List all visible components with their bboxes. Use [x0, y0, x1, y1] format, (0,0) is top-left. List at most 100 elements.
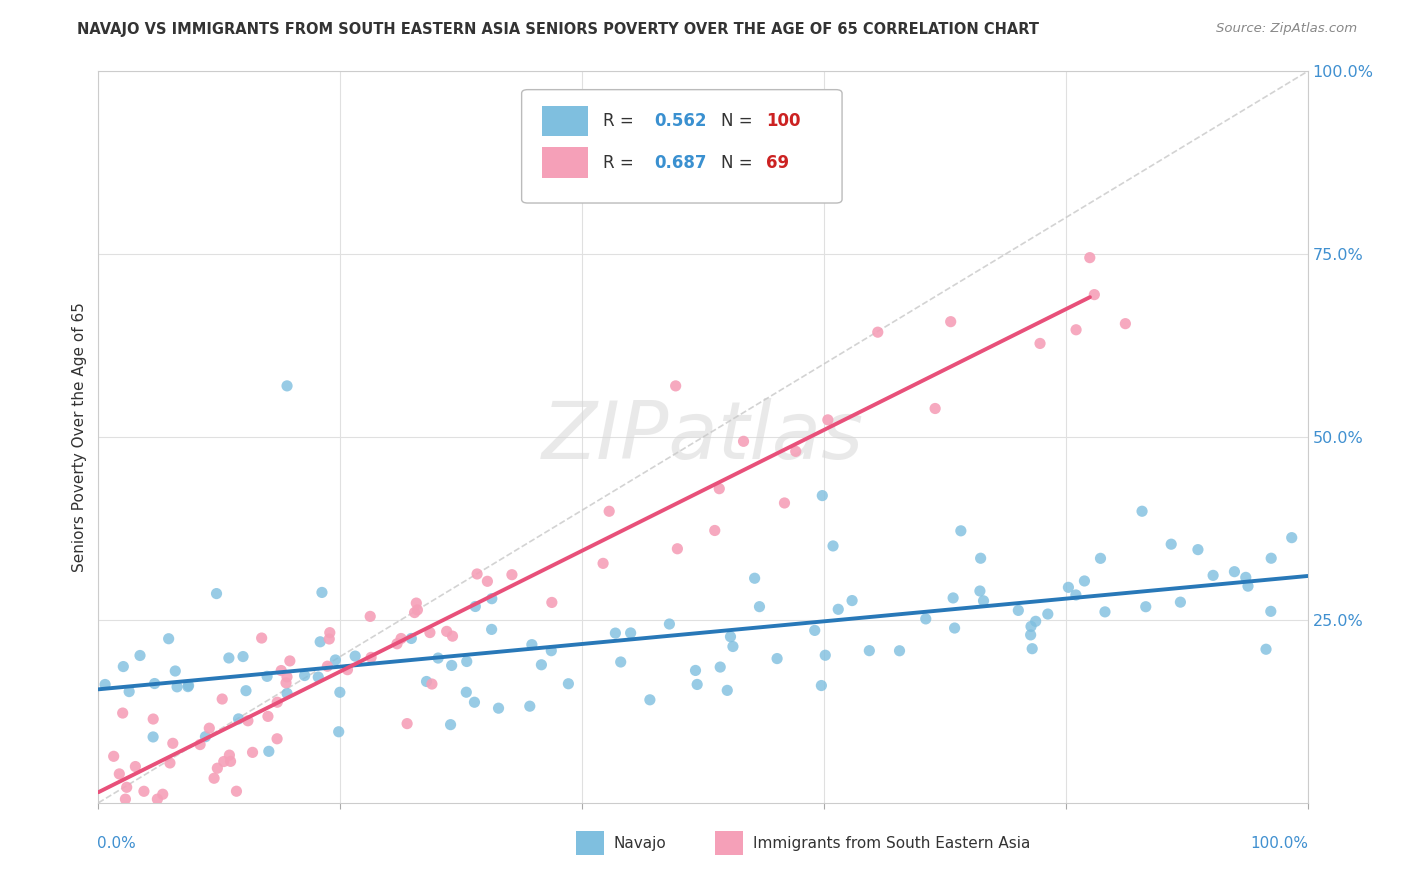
Point [112, 659, 135, 673]
Point [969, 584, 991, 599]
Point [165, 664, 187, 678]
Point [1083, 287, 1105, 301]
Point [142, 712, 165, 726]
Point [520, 638, 543, 652]
Point [1237, 579, 1260, 593]
Point [703, 524, 725, 538]
Point [132, 784, 155, 798]
Point [111, 706, 134, 720]
Point [218, 748, 240, 763]
Point [1135, 599, 1157, 614]
Point [441, 629, 464, 643]
Point [481, 591, 503, 606]
Point [814, 648, 837, 663]
Point [146, 792, 169, 806]
Point [311, 585, 333, 599]
Point [943, 621, 966, 635]
Point [665, 379, 688, 393]
Point [803, 624, 825, 638]
Text: R =: R = [603, 153, 638, 172]
Point [162, 736, 184, 750]
Point [942, 591, 965, 605]
Point [733, 434, 755, 449]
Text: 0.687: 0.687 [655, 153, 707, 172]
Point [266, 731, 288, 746]
Point [465, 566, 488, 581]
Text: NAVAJO VS IMMIGRANTS FROM SOUTH EASTERN ASIA SENIORS POVERTY OVER THE AGE OF 65 : NAVAJO VS IMMIGRANTS FROM SOUTH EASTERN … [77, 22, 1039, 37]
Point [319, 625, 342, 640]
Point [439, 717, 461, 731]
Point [211, 692, 233, 706]
Point [257, 744, 280, 758]
FancyBboxPatch shape [522, 90, 842, 203]
Point [194, 730, 217, 744]
Point [142, 730, 165, 744]
Point [1057, 580, 1080, 594]
Text: 100: 100 [766, 112, 800, 130]
Point [274, 675, 297, 690]
Point [605, 626, 627, 640]
Point [276, 686, 298, 700]
Point [658, 617, 681, 632]
Text: 0.562: 0.562 [655, 112, 707, 130]
Point [329, 685, 352, 699]
Text: 0.0%: 0.0% [97, 836, 136, 851]
Point [827, 602, 849, 616]
Point [257, 709, 280, 723]
Point [501, 567, 523, 582]
Point [266, 695, 288, 709]
Point [276, 379, 298, 393]
Point [1019, 628, 1042, 642]
Point [318, 632, 340, 646]
Point [124, 759, 146, 773]
Text: R =: R = [603, 112, 638, 130]
Point [638, 693, 661, 707]
Point [709, 660, 731, 674]
Point [143, 676, 166, 690]
Point [1202, 568, 1225, 582]
Point [336, 663, 359, 677]
Point [973, 594, 995, 608]
Point [1029, 336, 1052, 351]
Text: Navajo: Navajo [613, 836, 666, 851]
Point [785, 444, 807, 458]
Point [1260, 551, 1282, 566]
Point [939, 315, 962, 329]
Point [166, 680, 188, 694]
Point [94, 677, 117, 691]
Point [540, 595, 562, 609]
Point [1130, 504, 1153, 518]
Point [1254, 642, 1277, 657]
Text: N =: N = [721, 112, 758, 130]
Point [118, 684, 141, 698]
Point [866, 325, 889, 339]
Point [1090, 551, 1112, 566]
Point [1223, 565, 1246, 579]
Point [969, 551, 991, 566]
Point [456, 685, 478, 699]
Point [419, 625, 441, 640]
Point [427, 651, 450, 665]
Point [1170, 595, 1192, 609]
Point [949, 524, 972, 538]
Point [177, 680, 200, 694]
FancyBboxPatch shape [543, 147, 588, 178]
Point [115, 780, 138, 795]
Point [1114, 317, 1136, 331]
Point [389, 632, 412, 646]
Point [609, 655, 631, 669]
Point [309, 634, 332, 648]
Point [1019, 619, 1042, 633]
Point [218, 651, 240, 665]
Point [198, 721, 221, 735]
Point [557, 677, 579, 691]
Point [228, 712, 250, 726]
Point [359, 609, 381, 624]
Text: Source: ZipAtlas.com: Source: ZipAtlas.com [1216, 22, 1357, 36]
Point [328, 724, 350, 739]
Point [1187, 542, 1209, 557]
Point [225, 784, 247, 798]
Point [1160, 537, 1182, 551]
Point [858, 643, 880, 657]
Point [205, 586, 228, 600]
